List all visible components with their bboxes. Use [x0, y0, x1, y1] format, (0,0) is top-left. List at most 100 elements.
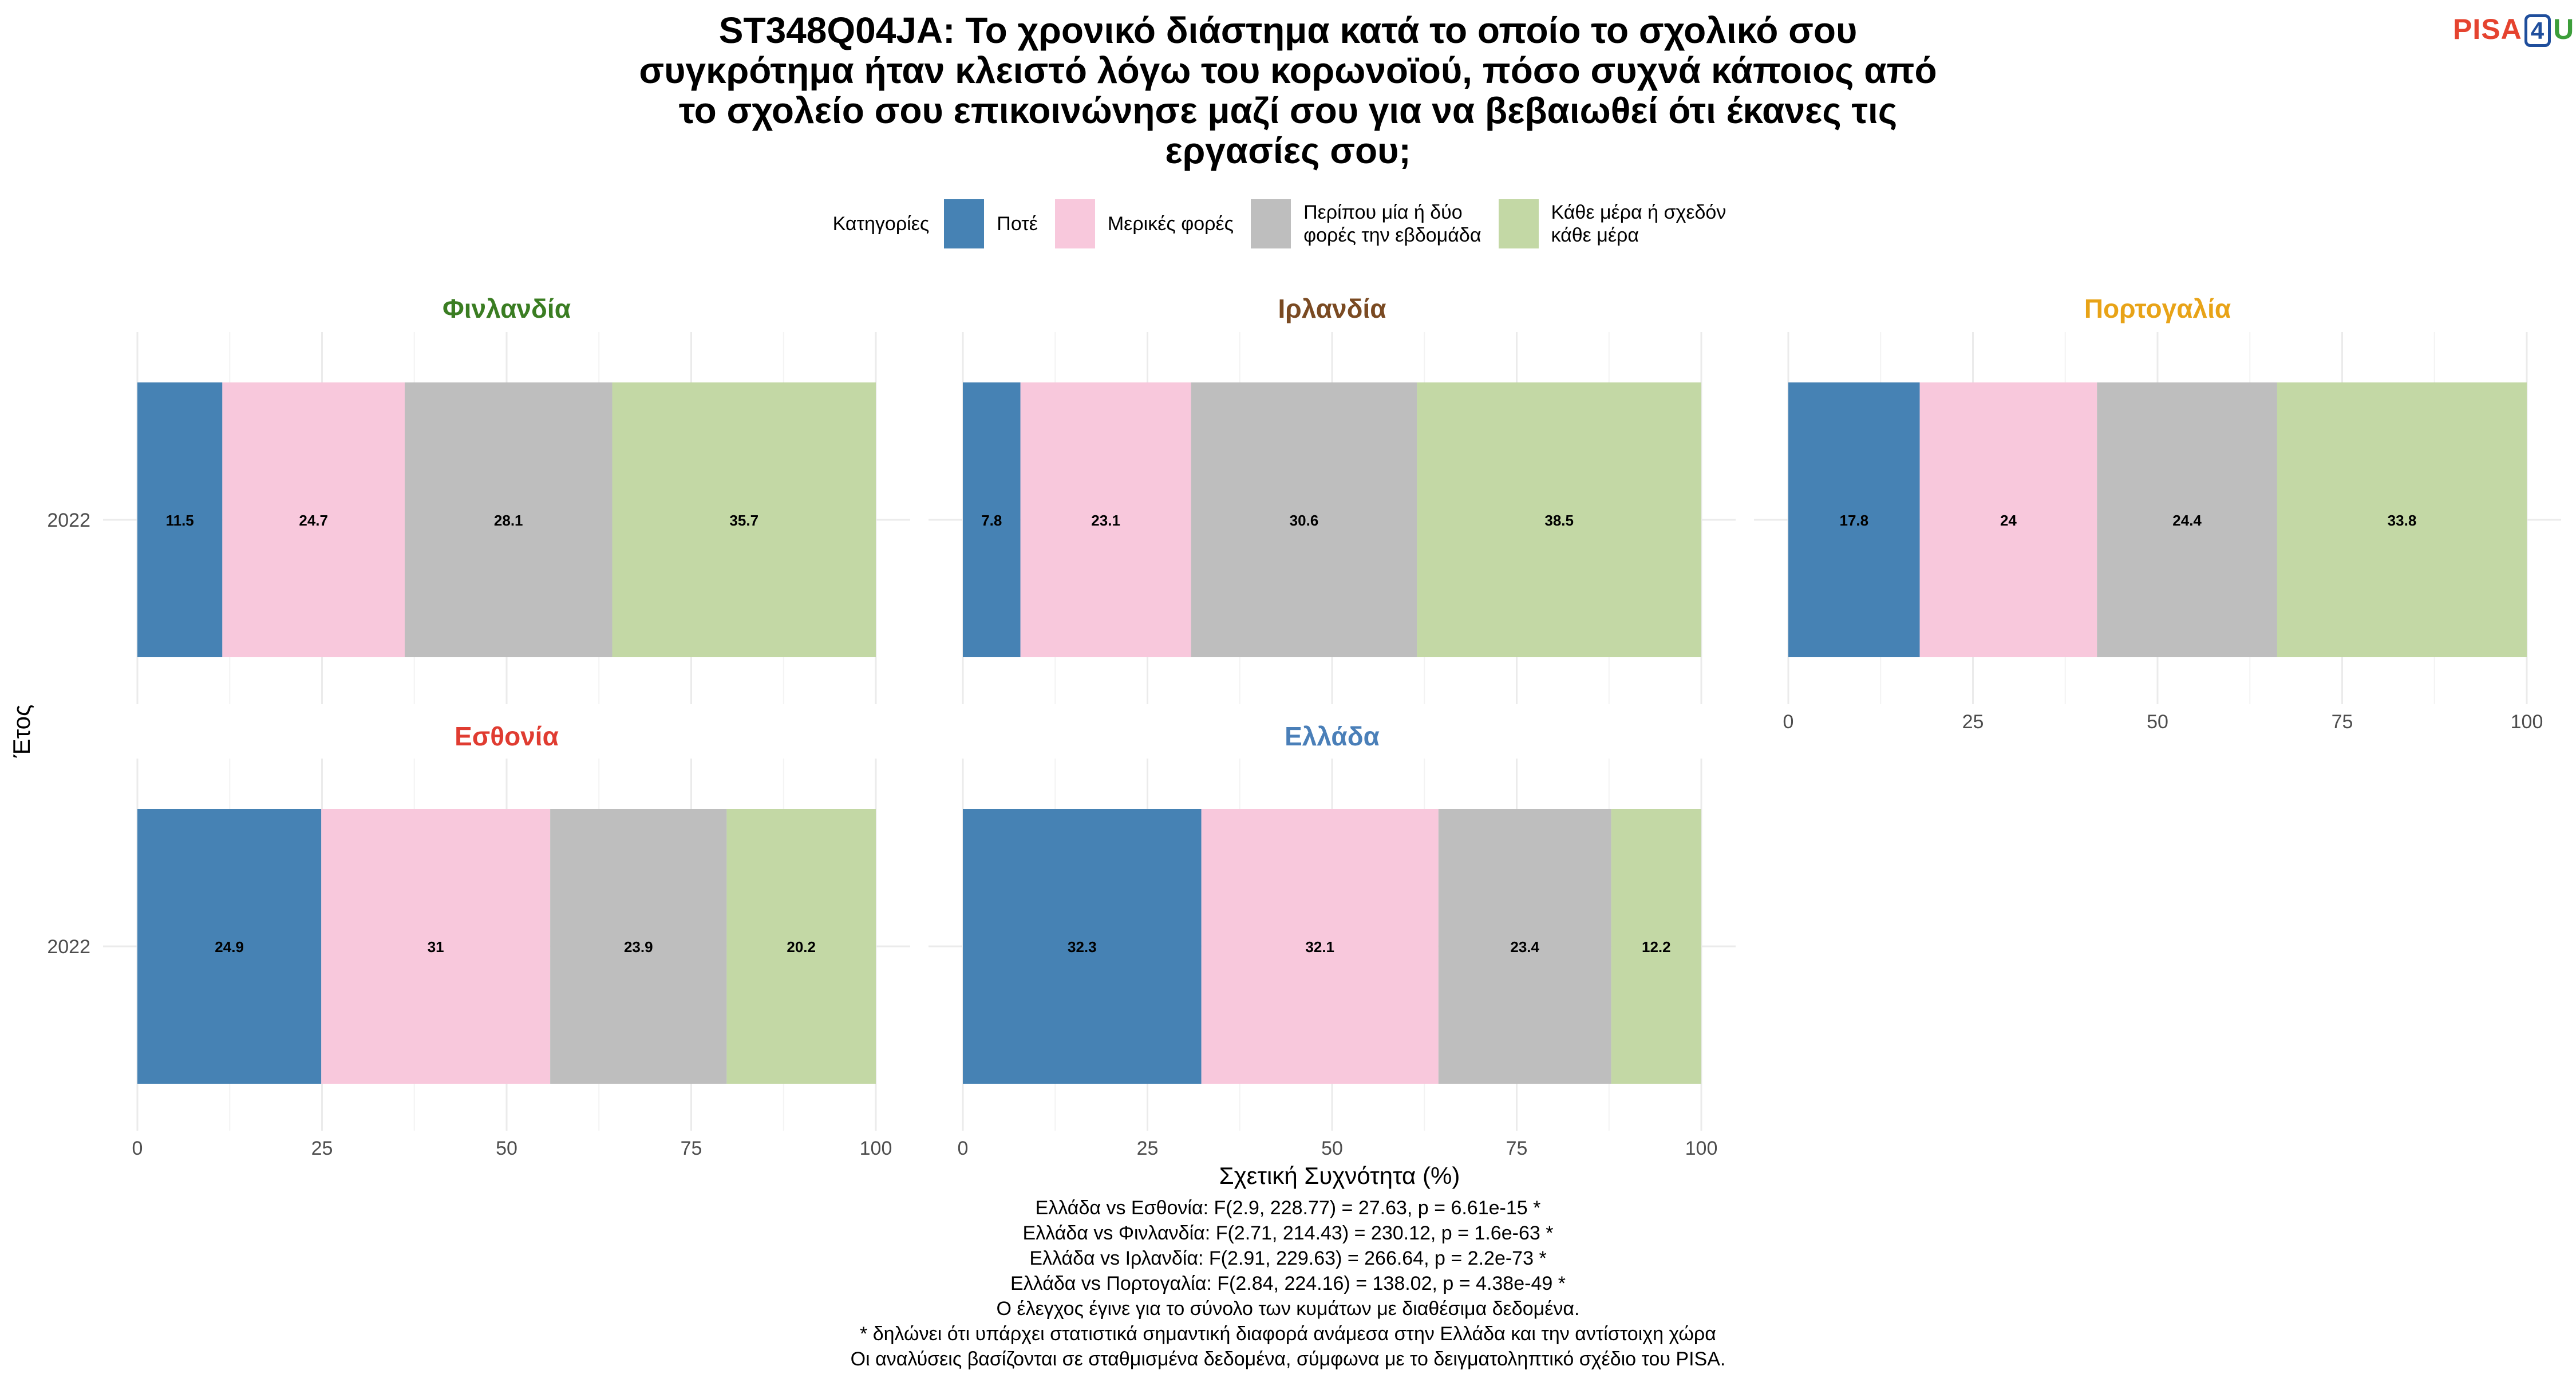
panel-4: Ελλάδα 32.3 32.1 23.4 12.2 0 25 50 75 100: [929, 721, 1736, 1159]
data-label: 24: [2000, 512, 2017, 529]
x-tick-label: 100: [1685, 1138, 1718, 1159]
legend-swatch: [1498, 199, 1539, 248]
panel-title: Εσθονία: [455, 721, 559, 751]
legend-swatch: [1054, 199, 1095, 248]
legend-label: Περίπου μία ή δύο φορές την εβδομάδα: [1303, 201, 1481, 247]
data-label: 24.7: [299, 512, 328, 529]
legend-swatch: [1251, 199, 1291, 248]
footnote-line: Ο έλεγχος έγινε για το σύνολο των κυμάτω…: [996, 1298, 1580, 1320]
data-label: 11.5: [166, 512, 194, 529]
logo-text: U: [2553, 13, 2575, 45]
bar-segment: [1788, 382, 1920, 657]
legend-label-line: κάθε μέρα: [1551, 224, 1639, 246]
footnote-line: Ελλάδα vs Πορτογαλία: F(2.84, 224.16) = …: [1010, 1273, 1566, 1294]
data-label: 32.1: [1305, 938, 1334, 956]
x-tick-label: 50: [496, 1138, 517, 1159]
footnote-line: Ελλάδα vs Ιρλανδία: F(2.91, 229.63) = 26…: [1029, 1247, 1547, 1269]
data-label: 17.8: [1840, 512, 1869, 529]
x-tick-label: 75: [681, 1138, 702, 1159]
data-label: 20.2: [787, 938, 816, 956]
chart-title-line: ST348Q04JA: Το χρονικό διάστημα κατά το …: [718, 10, 1858, 51]
data-label: 23.9: [624, 938, 653, 956]
x-tick-label: 75: [2332, 711, 2353, 733]
legend-item-sometimes: Μερικές φορές: [1054, 199, 1234, 248]
x-tick-label: 100: [2511, 711, 2543, 733]
panel-3: Εσθονία 24.9 31 23.9 20.2 2022 0 25 50 75 100: [47, 721, 910, 1159]
x-tick-label: 25: [1962, 711, 1984, 733]
chart-title-line: το σχολείο σου επικοινώνησε μαζί σου για…: [678, 90, 1898, 131]
chart-title-line: συγκρότημα ήταν κλειστό λόγω του κορωνοϊ…: [639, 50, 1937, 91]
data-label: 38.5: [1544, 512, 1574, 529]
y-tick-label: 2022: [47, 510, 90, 531]
bar-segment: [726, 809, 876, 1084]
data-label: 30.6: [1290, 512, 1319, 529]
data-label: 35.7: [729, 512, 758, 529]
legend-label: Κάθε μέρα ή σχεδόν κάθε μέρα: [1551, 201, 1726, 247]
x-tick-label: 25: [1137, 1138, 1159, 1159]
legend-label: Ποτέ: [997, 212, 1038, 235]
logo-number: 4: [2524, 14, 2551, 47]
x-tick-label: 0: [1783, 711, 1794, 733]
legend-item-weekly: Περίπου μία ή δύο φορές την εβδομάδα: [1251, 199, 1481, 248]
panel-title: Πορτογαλία: [2084, 294, 2231, 323]
bar-segment: [1020, 382, 1191, 657]
legend-label-line: Μερικές φορές: [1107, 213, 1234, 235]
data-label: 23.4: [1510, 938, 1539, 956]
footnote-line: Ελλάδα vs Φινλανδία: F(2.71, 214.43) = 2…: [1022, 1222, 1554, 1244]
bar-segment: [321, 809, 551, 1084]
data-label: 28.1: [494, 512, 523, 529]
data-label: 24.9: [215, 938, 244, 956]
bar-segment: [137, 809, 322, 1084]
x-tick-label: 50: [1321, 1138, 1343, 1159]
footnote-line: Ελλάδα vs Εσθονία: F(2.9, 228.77) = 27.6…: [1035, 1197, 1541, 1219]
bar-segment: [1191, 382, 1417, 657]
logo-text: PISA: [2453, 13, 2522, 45]
bar-segment: [137, 382, 223, 657]
data-label: 24.4: [2172, 512, 2202, 529]
chart-title: ST348Q04JA: Το χρονικό διάστημα κατά το …: [544, 10, 2032, 171]
legend-label: Μερικές φορές: [1108, 212, 1234, 235]
bar-segment: [2277, 382, 2527, 657]
x-tick-label: 0: [958, 1138, 969, 1159]
bar-segment: [1611, 809, 1701, 1084]
bar-segment: [404, 382, 613, 657]
x-tick-label: 50: [2147, 711, 2168, 733]
bar-segment: [2097, 382, 2277, 657]
footnote-line: * δηλώνει ότι υπάρχει στατιστικά σημαντι…: [860, 1323, 1716, 1345]
bar-segment: [1438, 809, 1611, 1084]
bar-segment: [963, 809, 1202, 1084]
data-label: 33.8: [2388, 512, 2417, 529]
x-tick-label: 0: [132, 1138, 143, 1159]
pisa4u-logo: PISA 4 U: [2453, 13, 2575, 47]
chart-title-line: εργασίες σου;: [1165, 130, 1411, 171]
panel-1: Ιρλανδία 7.8 23.1 30.6 38.5: [929, 294, 1736, 704]
data-label: 23.1: [1091, 512, 1120, 529]
bar-segment: [550, 809, 727, 1084]
legend-label-line: Περίπου μία ή δύο: [1303, 202, 1463, 223]
legend-label-line: Κάθε μέρα ή σχεδόν: [1551, 202, 1726, 223]
panel-2: Πορτογαλία 17.8 24 24.4 33.8 0 25 50 75 100: [1754, 294, 2561, 733]
legend-label-line: φορές την εβδομάδα: [1303, 224, 1481, 246]
y-axis-label: Έτος: [8, 705, 35, 759]
legend-swatch: [944, 199, 985, 248]
x-tick-label: 75: [1506, 1138, 1528, 1159]
legend-title: Κατηγορίες: [832, 212, 930, 235]
bar-segment: [612, 382, 876, 657]
panel-title: Ιρλανδία: [1278, 294, 1386, 323]
legend-item-never: Ποτέ: [944, 199, 1038, 248]
panel-title: Ελλάδα: [1285, 721, 1380, 751]
x-tick-label: 25: [311, 1138, 333, 1159]
panel-0: Φινλανδία 11.5 24.7 28.1 35.7 2022: [47, 294, 910, 704]
x-axis-label: Σχετική Συχνότητα (%): [1219, 1162, 1460, 1189]
footnote-line: Οι αναλύσεις βασίζονται σε σταθμισμένα δ…: [850, 1348, 1726, 1370]
bar-segment: [1201, 809, 1439, 1084]
data-label: 31: [428, 938, 444, 956]
x-tick-label: 100: [860, 1138, 892, 1159]
legend-item-daily: Κάθε μέρα ή σχεδόν κάθε μέρα: [1498, 199, 1726, 248]
data-label: 7.8: [981, 512, 1002, 529]
panel-title: Φινλανδία: [442, 294, 571, 323]
bar-segment: [1417, 382, 1701, 657]
bar-segment: [222, 382, 405, 657]
data-label: 32.3: [1068, 938, 1097, 956]
